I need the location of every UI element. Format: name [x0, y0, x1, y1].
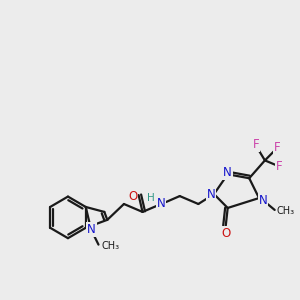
Text: N: N [223, 166, 232, 179]
Text: CH₃: CH₃ [101, 241, 119, 250]
Text: O: O [221, 227, 230, 240]
Text: CH₃: CH₃ [277, 206, 295, 216]
Text: N: N [259, 194, 267, 206]
Text: N: N [207, 188, 215, 201]
Text: F: F [253, 138, 260, 151]
Text: O: O [128, 190, 137, 202]
Text: H: H [148, 193, 155, 203]
Text: N: N [157, 197, 166, 211]
Text: F: F [276, 160, 283, 173]
Text: N: N [87, 223, 96, 236]
Text: F: F [274, 141, 281, 154]
